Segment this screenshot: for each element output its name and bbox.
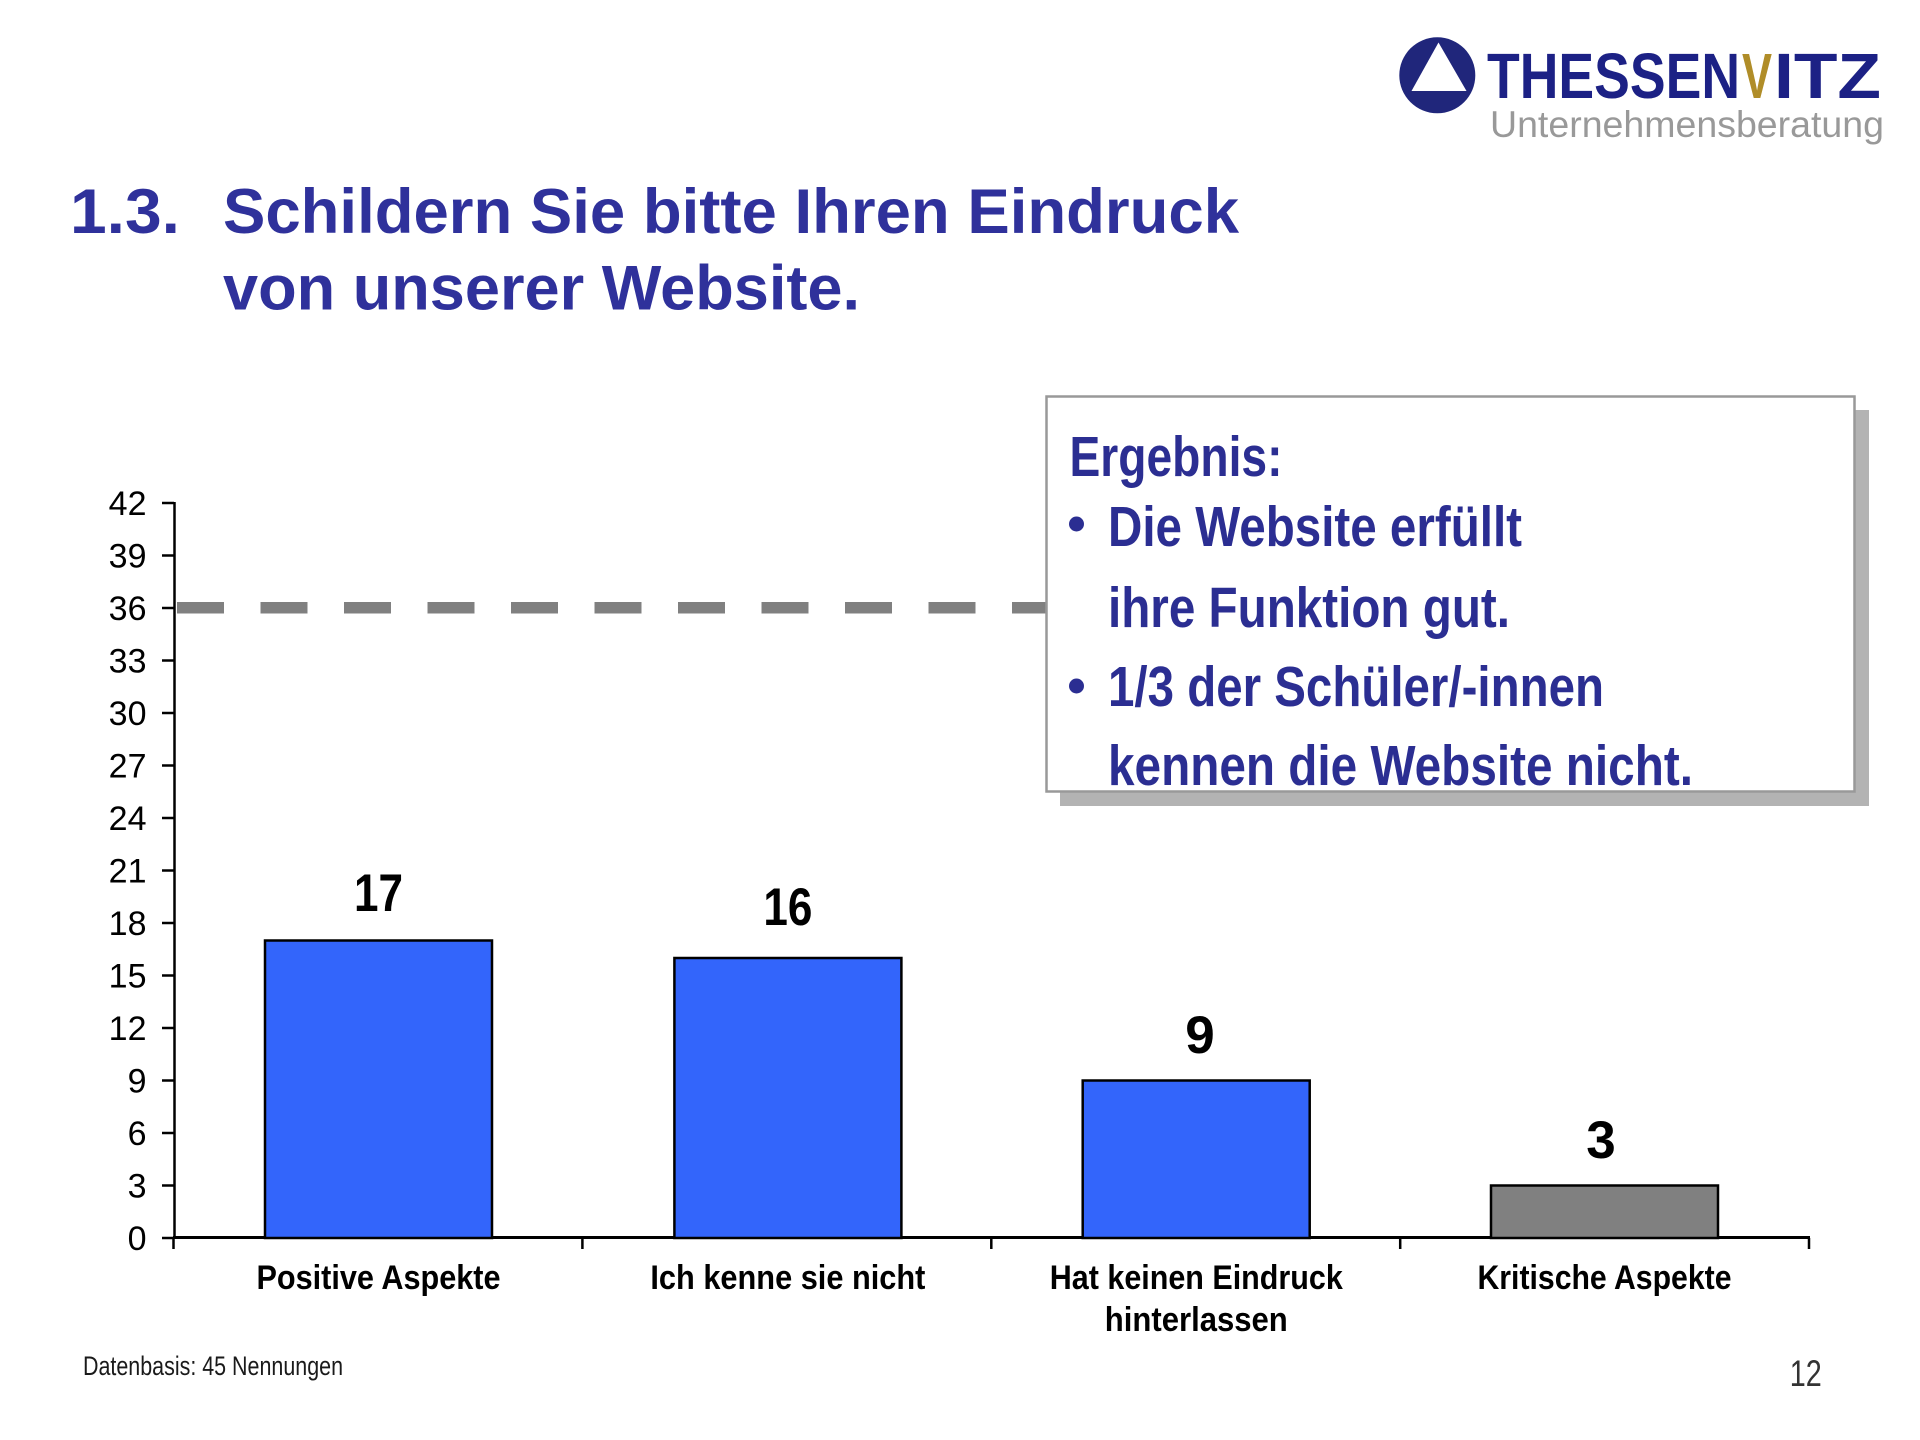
svg-text:36: 36 — [109, 590, 147, 628]
svg-text:ITZ: ITZ — [1774, 40, 1881, 112]
svg-text:von unserer Website.: von unserer Website. — [223, 254, 860, 324]
svg-text:Datenbasis: 45 Nennungen: Datenbasis: 45 Nennungen — [83, 1351, 343, 1381]
svg-text:Ich kenne sie nicht: Ich kenne sie nicht — [650, 1259, 925, 1297]
svg-text:ihre Funktion gut.: ihre Funktion gut. — [1108, 576, 1510, 640]
svg-text:3: 3 — [128, 1168, 147, 1206]
svg-text:0: 0 — [128, 1220, 147, 1258]
svg-text:30: 30 — [109, 695, 147, 733]
svg-text:17: 17 — [354, 864, 403, 923]
svg-text:24: 24 — [109, 800, 147, 838]
svg-text:12: 12 — [109, 1010, 147, 1048]
svg-text:1.3.: 1.3. — [70, 177, 180, 247]
svg-text:kennen die Website nicht.: kennen die Website nicht. — [1108, 734, 1693, 798]
svg-text:27: 27 — [109, 748, 147, 786]
svg-text:Unternehmensberatung: Unternehmensberatung — [1490, 104, 1884, 145]
svg-text:Kritische Aspekte: Kritische Aspekte — [1478, 1259, 1732, 1297]
svg-text:42: 42 — [109, 485, 147, 523]
svg-text:9: 9 — [128, 1063, 147, 1101]
svg-text:39: 39 — [109, 538, 147, 576]
svg-text:Ergebnis:: Ergebnis: — [1070, 425, 1283, 489]
svg-text:1/3 der Schüler/-innen: 1/3 der Schüler/-innen — [1108, 655, 1604, 719]
svg-text:33: 33 — [109, 643, 147, 681]
svg-text:Schildern Sie bitte Ihren Eind: Schildern Sie bitte Ihren Eindruck — [223, 177, 1240, 247]
svg-text:15: 15 — [109, 958, 147, 996]
svg-text:Die Website erfüllt: Die Website erfüllt — [1108, 495, 1522, 559]
svg-text:Positive Aspekte: Positive Aspekte — [257, 1259, 501, 1297]
svg-text:V: V — [1742, 40, 1772, 112]
svg-text:12: 12 — [1790, 1353, 1822, 1394]
svg-text:THESSEN: THESSEN — [1487, 40, 1740, 112]
svg-text:9: 9 — [1185, 1006, 1214, 1065]
svg-text:16: 16 — [763, 878, 812, 937]
svg-text:21: 21 — [109, 853, 147, 891]
svg-text:3: 3 — [1586, 1111, 1615, 1170]
svg-text:Hat keinen Eindruck: Hat keinen Eindruck — [1050, 1259, 1343, 1297]
svg-text:6: 6 — [128, 1115, 147, 1153]
svg-text:hinterlassen: hinterlassen — [1105, 1301, 1288, 1339]
svg-text:18: 18 — [109, 905, 147, 943]
